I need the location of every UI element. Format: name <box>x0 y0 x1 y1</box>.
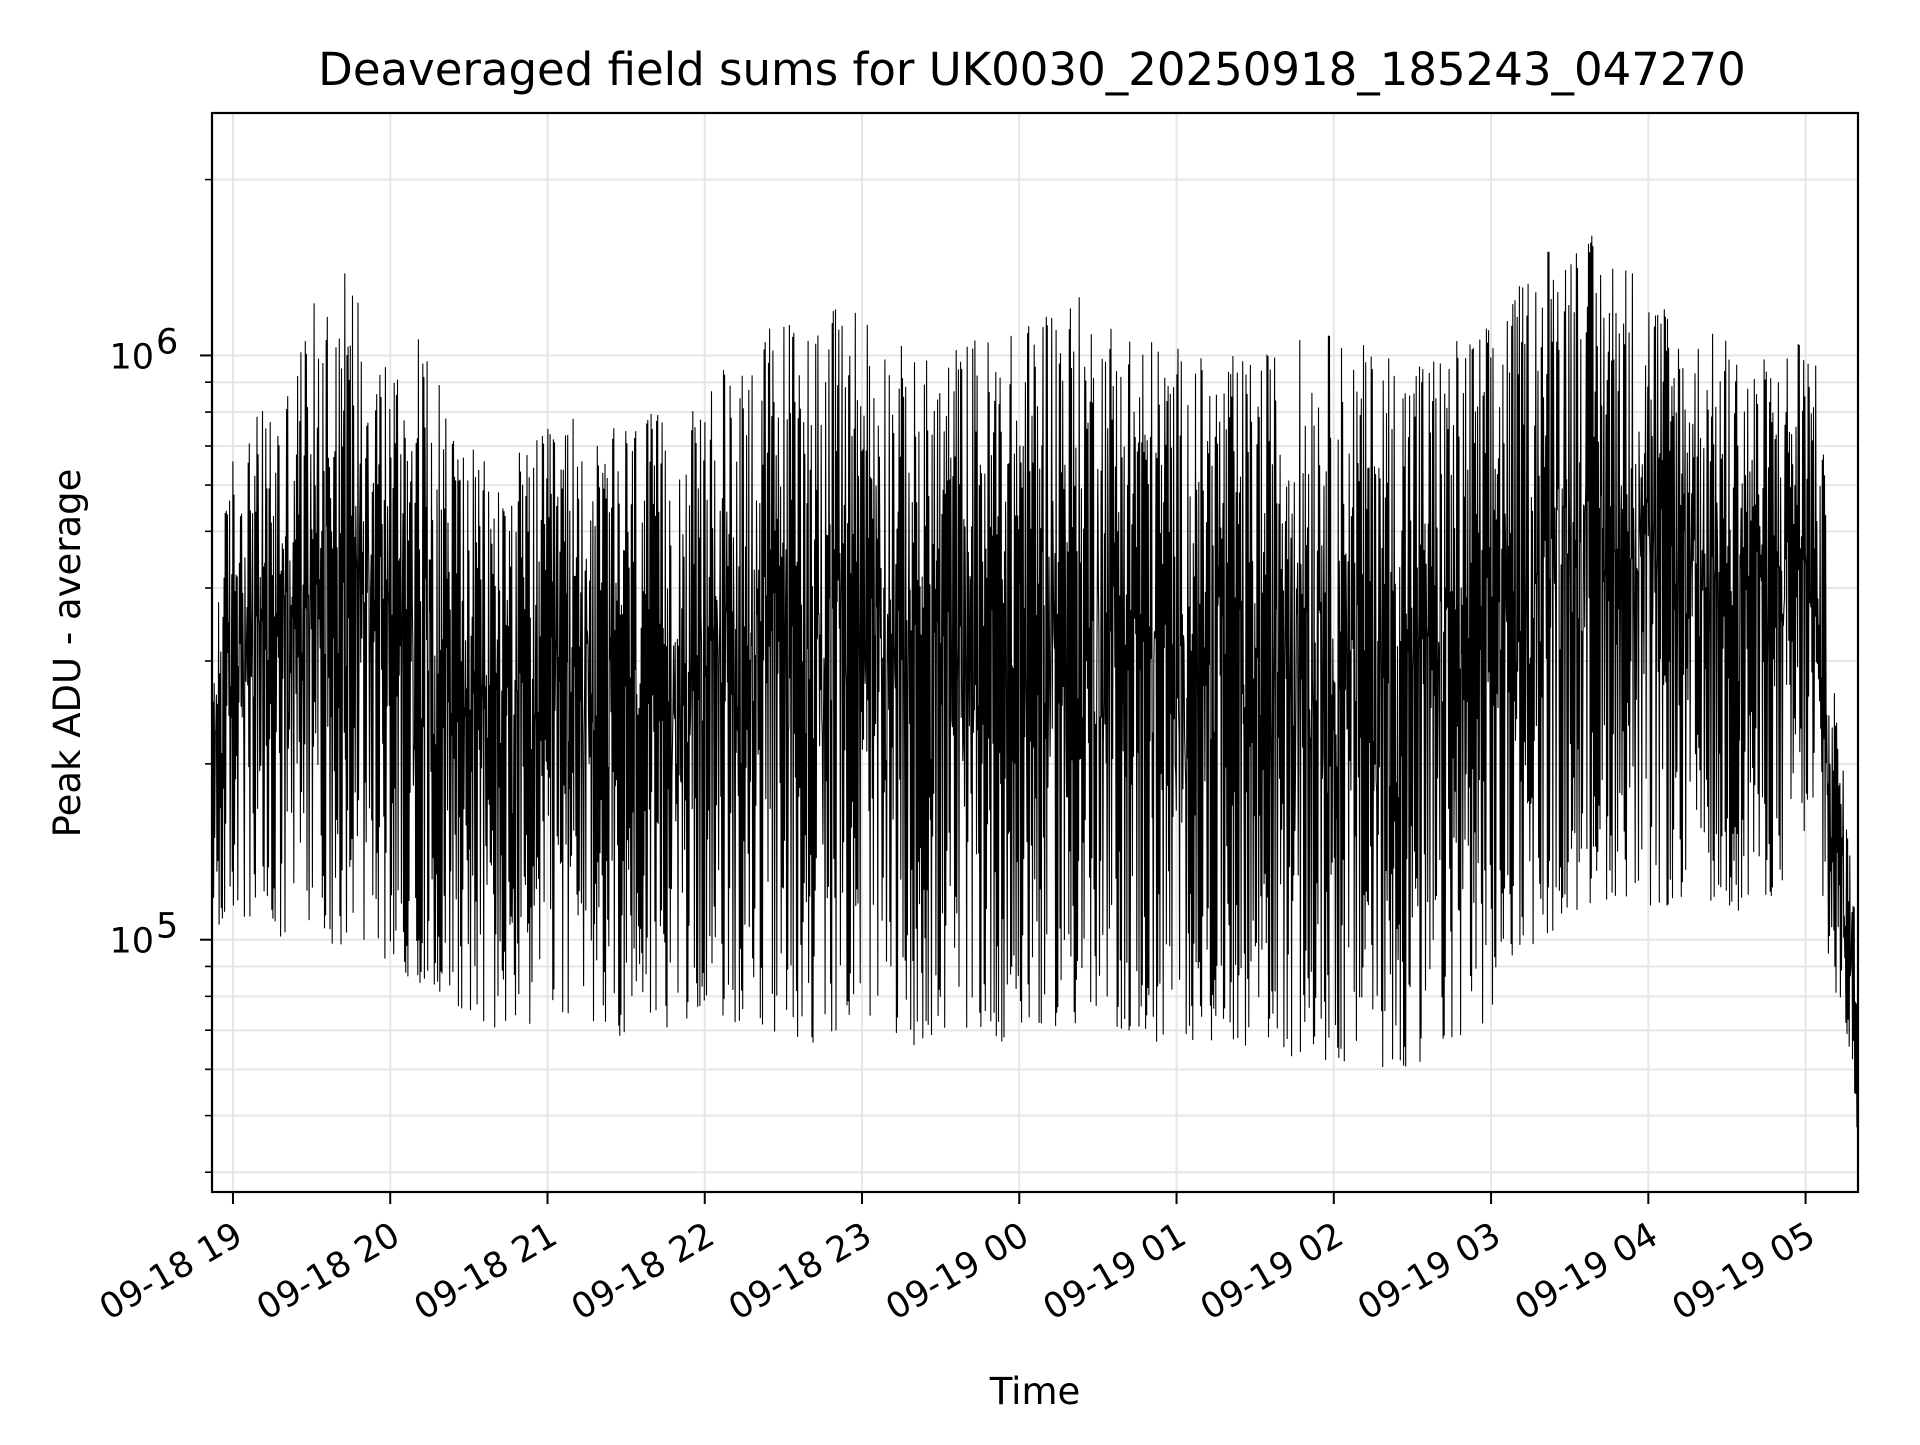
data-series <box>211 235 1859 1140</box>
plot-frame <box>210 111 1860 1194</box>
series-line <box>211 235 1859 1140</box>
chart-title: Deaveraged field sums for UK0030_2025091… <box>318 43 1746 96</box>
y-axis-label: Peak ADU - average <box>46 469 89 838</box>
y-tick-exponent: 5 <box>156 907 178 947</box>
x-axis-label: Time <box>989 1370 1081 1413</box>
y-tick-label: 10 <box>109 337 154 377</box>
y-tick-exponent: 6 <box>156 322 178 362</box>
y-tick-label: 10 <box>109 922 154 962</box>
